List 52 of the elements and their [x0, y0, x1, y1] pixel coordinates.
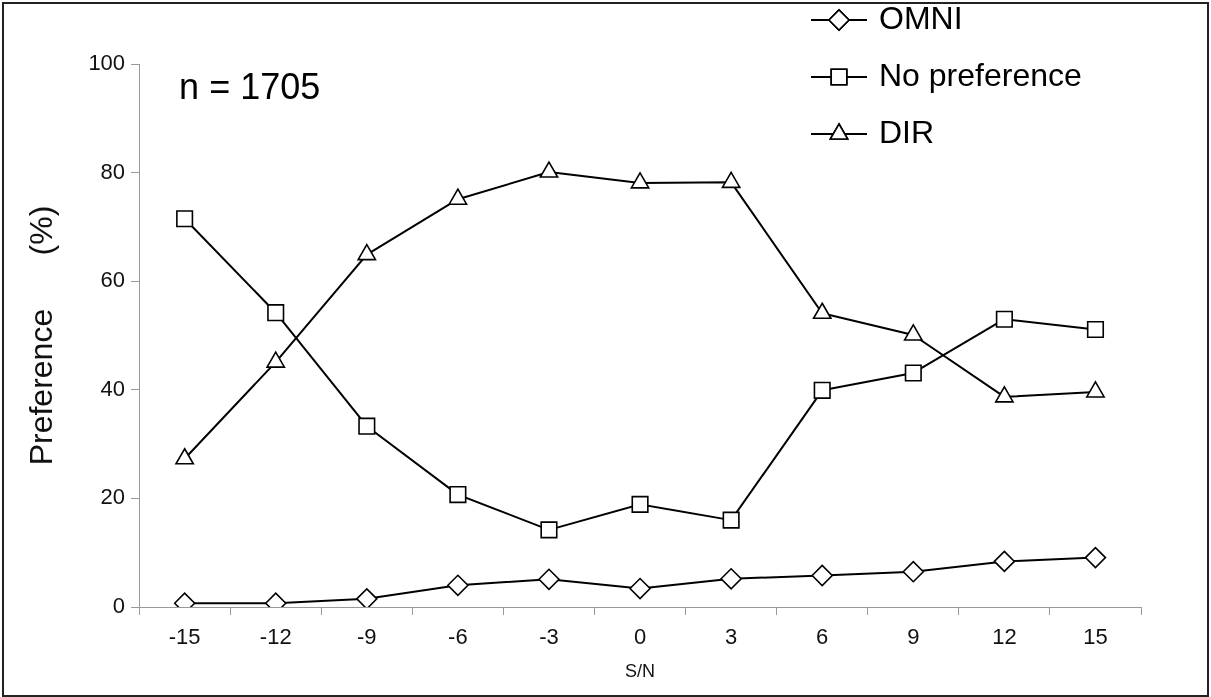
y-tick-label: 0	[112, 593, 126, 619]
x-tick-label: 12	[992, 624, 1017, 650]
point	[1084, 546, 1107, 569]
point	[630, 172, 650, 189]
x-tick-label: -15	[168, 624, 201, 650]
legend-label: No preference	[879, 56, 1082, 93]
point	[812, 302, 832, 320]
point	[447, 574, 469, 597]
point	[994, 386, 1014, 403]
x-tick-label: -3	[539, 624, 559, 650]
point	[358, 417, 376, 435]
point	[356, 588, 378, 607]
point	[721, 171, 741, 189]
point	[813, 381, 831, 399]
y-tick-label: 80	[100, 158, 126, 184]
y-tick-label: 60	[100, 267, 126, 293]
point	[902, 560, 925, 583]
legend-label: DIR	[879, 113, 935, 150]
point	[540, 521, 558, 539]
point	[720, 567, 742, 590]
point	[904, 364, 922, 382]
x-tick-label: 9	[907, 624, 920, 650]
y-tick-label: 40	[100, 375, 126, 401]
x-tick-label: -6	[448, 624, 468, 650]
point	[448, 188, 468, 206]
point	[538, 568, 560, 591]
point	[1086, 320, 1105, 339]
point	[357, 243, 377, 261]
point	[629, 577, 651, 600]
point	[631, 495, 649, 513]
point	[266, 351, 286, 368]
point	[903, 324, 923, 341]
x-axis-title: S/N	[625, 661, 656, 682]
legend-label: OMNI	[879, 0, 963, 36]
x-tick-label: 6	[816, 624, 829, 650]
point	[811, 564, 834, 587]
point	[449, 486, 467, 504]
y-tick-label: 20	[100, 484, 126, 510]
annotation: n = 1705	[179, 65, 321, 107]
point	[1086, 381, 1105, 398]
point	[722, 511, 740, 529]
y-tick-label: 100	[88, 50, 126, 76]
x-tick-label: -9	[357, 624, 377, 650]
x-tick-label: 0	[633, 624, 647, 650]
x-tick-label: 15	[1083, 624, 1108, 650]
x-tick-label: 3	[725, 624, 738, 650]
point	[995, 310, 1013, 328]
point	[267, 304, 285, 322]
point	[539, 161, 559, 178]
x-tick-label: -12	[259, 624, 292, 650]
y-axis-title: Preference (%)	[23, 205, 60, 466]
point	[993, 550, 1016, 573]
